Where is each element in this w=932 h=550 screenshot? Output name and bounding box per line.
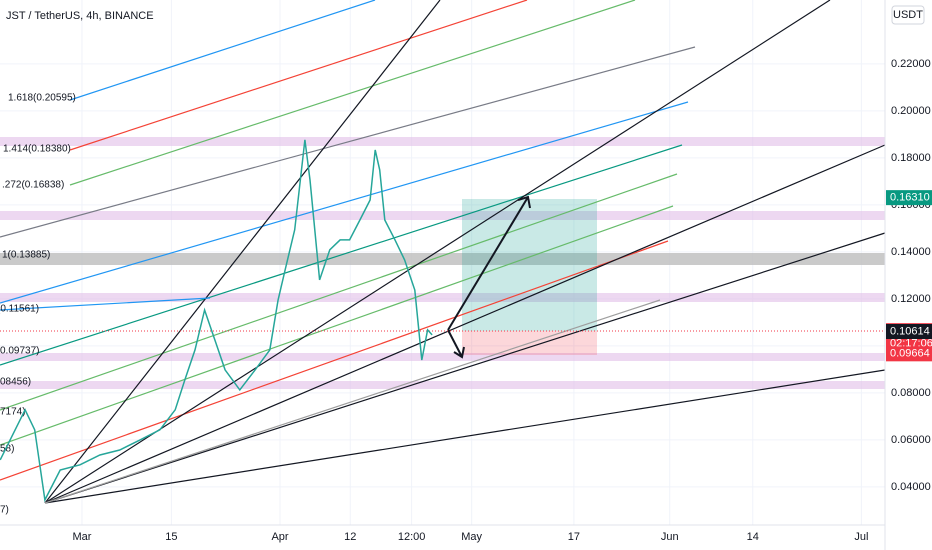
fan-line — [44, 0, 831, 504]
price-badge — [886, 346, 932, 362]
band — [0, 253, 885, 265]
fib-line — [0, 46, 696, 238]
band — [0, 211, 885, 220]
y-tick-label: 0.08000 — [891, 387, 931, 399]
x-tick-label: Jul — [854, 531, 868, 543]
fib-channels — [0, 0, 696, 481]
x-tick-label: 12 — [344, 531, 356, 543]
fan-line — [0, 297, 211, 311]
fib-line — [0, 173, 678, 411]
y-tick-label: 0.14000 — [891, 246, 931, 258]
price-badge-label: 0.10614 — [890, 325, 930, 337]
bands — [0, 137, 885, 389]
fan-line — [44, 144, 886, 504]
fib-line — [0, 205, 674, 446]
band — [0, 381, 885, 389]
fib-label: 1.618(0.20595) — [8, 93, 76, 104]
fib-line — [0, 144, 683, 366]
fib-line — [69, 0, 528, 151]
price-badge — [886, 190, 932, 206]
fib-labels: 1.618(0.20595) 1.414(0.18380) .272(0.168… — [0, 93, 76, 516]
x-tick-label: 14 — [747, 531, 759, 543]
x-tick-label: May — [461, 531, 482, 543]
y-tick-label: 0.20000 — [891, 105, 931, 117]
arrow-head — [517, 195, 531, 209]
fan-line — [44, 369, 886, 504]
y-tick-label: 0.22000 — [891, 58, 931, 70]
arrow — [447, 196, 529, 331]
x-tick-label: Mar — [72, 531, 91, 543]
fib-label: 7) — [0, 505, 9, 516]
fan-lines — [0, 0, 886, 504]
fan-line — [44, 0, 441, 504]
fib-label: 7174) — [0, 407, 26, 418]
x-tick-label: Jun — [661, 531, 679, 543]
y-tick-label: 0.06000 — [891, 434, 931, 446]
fib-label: .272(0.16838) — [2, 180, 64, 191]
fib-label: 08456) — [0, 377, 31, 388]
x-tick-label: 17 — [568, 531, 580, 543]
fib-line — [0, 240, 669, 481]
y-tick-label: 0.04000 — [891, 481, 931, 493]
band — [0, 137, 885, 146]
fib-label: 1.414(0.18380) — [3, 144, 71, 155]
fib-line — [69, 0, 376, 101]
currency[interactable]: USDT — [893, 9, 923, 21]
fib-label: 0.09737) — [0, 346, 39, 357]
chart-title: JST / TetherUS, 4h, BINANCE — [6, 10, 154, 22]
band — [0, 353, 885, 361]
profit-zone — [462, 199, 597, 331]
fib-line — [0, 101, 689, 304]
price-badge-label: 0.16310 — [890, 192, 930, 204]
y-tick-label: 0.12000 — [891, 293, 931, 305]
x-tick-label: Apr — [271, 531, 288, 543]
price-badge — [886, 323, 932, 339]
x-tick-label: 12:00 — [398, 531, 426, 543]
arrow-head — [453, 346, 465, 359]
fib-label: 1(0.13885) — [2, 250, 50, 261]
price-badge-label: 0.09664 — [890, 348, 930, 360]
band — [0, 293, 885, 302]
fib-label: (0.11561) — [0, 304, 39, 315]
y-tick-label: 0.18000 — [891, 152, 931, 164]
arrow — [447, 329, 463, 358]
fan-line — [44, 232, 886, 504]
fan-line — [44, 299, 661, 504]
x-tick-label: 15 — [165, 531, 177, 543]
currency-badge[interactable] — [891, 5, 925, 25]
fib-label: 58) — [0, 444, 14, 455]
price-line — [0, 139, 433, 503]
fib-line — [69, 0, 636, 186]
